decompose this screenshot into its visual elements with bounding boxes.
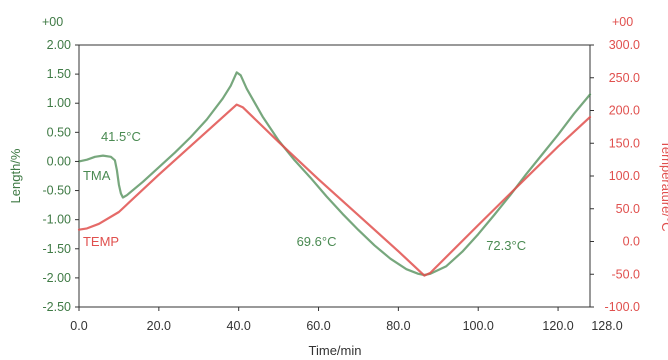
y-right-tick-label: 250.0	[609, 71, 640, 85]
left-exponent-label: +00	[42, 15, 63, 29]
x-tick-label: 80.0	[386, 319, 410, 333]
annotation-label: 69.6°C	[297, 234, 337, 249]
right-exponent-label: +00	[612, 15, 633, 29]
y-right-tick-label: 150.0	[609, 136, 640, 150]
annotation-label: TEMP	[83, 234, 119, 249]
y-right-tick-label: 100.0	[609, 169, 640, 183]
y-right-tick-label: 200.0	[609, 104, 640, 118]
x-tick-label: 0.0	[70, 319, 87, 333]
y-right-tick-label: 300.0	[609, 38, 640, 52]
annotation-layer: 41.5°C TMA TEMP 69.6°C 72.3°C	[83, 129, 526, 253]
x-tick-label: 40.0	[227, 319, 251, 333]
y-left-tick-label: -0.50	[43, 184, 72, 198]
y-right-tick-label: -100.0	[605, 300, 640, 314]
y-left-tick-label: -1.50	[43, 242, 72, 256]
x-tick-label: 100.0	[463, 319, 494, 333]
y-right-tick-label: 50.0	[616, 202, 640, 216]
x-tick-label: 60.0	[306, 319, 330, 333]
annotation-label: 72.3°C	[486, 238, 526, 253]
y-left-tick-label: -2.00	[43, 271, 72, 285]
annotation-label: TMA	[83, 168, 111, 183]
y-left-tick-label: 2.00	[47, 38, 71, 52]
annotation-label: 41.5°C	[101, 129, 141, 144]
y-right-tick-label: -50.0	[612, 267, 641, 281]
y-left-tick-label: 0.50	[47, 125, 71, 139]
tick-layer: 2.00 1.50 1.00 0.50 0.00 -0.50 -1.00 -1.50 -2.00…	[43, 38, 641, 333]
y-left-tick-label: -1.00	[43, 213, 72, 227]
x-end-tick-label: 128.0	[591, 319, 622, 333]
y-right-tick-label: 0.0	[623, 235, 640, 249]
right-axis-title: Temperature/°C	[659, 140, 668, 231]
y-left-tick-label: 1.50	[47, 67, 71, 81]
x-tick-label: 20.0	[147, 319, 171, 333]
series-line-temp	[77, 103, 592, 277]
x-axis-title: Time/min	[309, 343, 362, 358]
y-left-tick-label: 1.00	[47, 96, 71, 110]
y-left-tick-label: 0.00	[47, 154, 71, 168]
x-tick-label: 120.0	[542, 319, 573, 333]
left-axis-title: Length/%	[8, 148, 23, 203]
series-line-tma	[77, 71, 592, 277]
series-layer	[77, 71, 592, 277]
y-left-tick-label: -2.50	[43, 300, 72, 314]
